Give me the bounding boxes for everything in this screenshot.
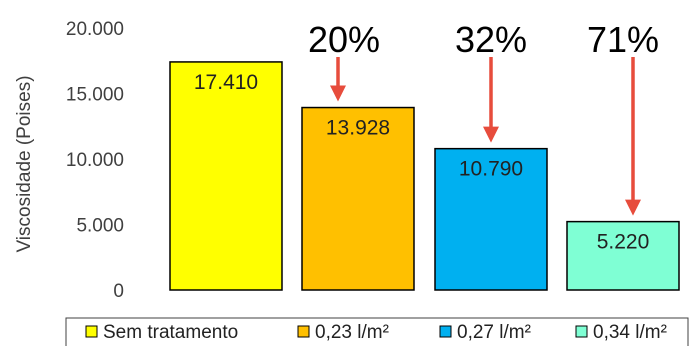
reduction-arrows: 20% 32% 71%: [308, 19, 659, 216]
bar: [566, 220, 680, 291]
legend-label: 0,34 l/m²: [593, 322, 667, 343]
reduction-arrow-head: [483, 126, 499, 143]
legend-swatch: [297, 325, 310, 338]
legend-swatch: [575, 325, 588, 338]
bar-value-label: 10.790: [459, 158, 523, 181]
reduction-arrow-head: [625, 199, 641, 216]
legend-label: 0,27 l/m²: [457, 322, 531, 343]
legend-swatch: [85, 325, 98, 338]
reduction-arrow-head: [330, 85, 346, 102]
bar-value-label: 17.410: [194, 71, 258, 94]
bar-value-label: 5.220: [597, 231, 650, 254]
y-tick-label: 5.000: [76, 216, 124, 237]
y-axis-label: Viscosidade (Poises): [14, 75, 35, 252]
y-tick-label: 20.000: [66, 19, 124, 40]
y-tick-label: 0: [113, 281, 124, 302]
reduction-percent-label: 20%: [308, 19, 380, 60]
legend-label: 0,23 l/m²: [315, 322, 389, 343]
legend: Sem tratamento 0,23 l/m² 0,27 l/m² 0,34 l/m…: [65, 317, 689, 346]
bars: 17.410 13.928 10.790 5.220: [169, 61, 680, 291]
bar: [301, 106, 415, 291]
y-axis: 0 5.000 10.000 15.000 20.000: [66, 19, 124, 302]
reduction-percent-label: 32%: [455, 19, 527, 60]
bar: [169, 61, 283, 291]
reduction-percent-label: 71%: [587, 19, 659, 60]
legend-swatch: [439, 325, 452, 338]
y-tick-label: 10.000: [66, 150, 124, 171]
y-tick-label: 15.000: [66, 85, 124, 106]
bar-value-label: 13.928: [326, 117, 390, 140]
bar: [434, 147, 548, 291]
legend-label: Sem tratamento: [103, 322, 238, 343]
